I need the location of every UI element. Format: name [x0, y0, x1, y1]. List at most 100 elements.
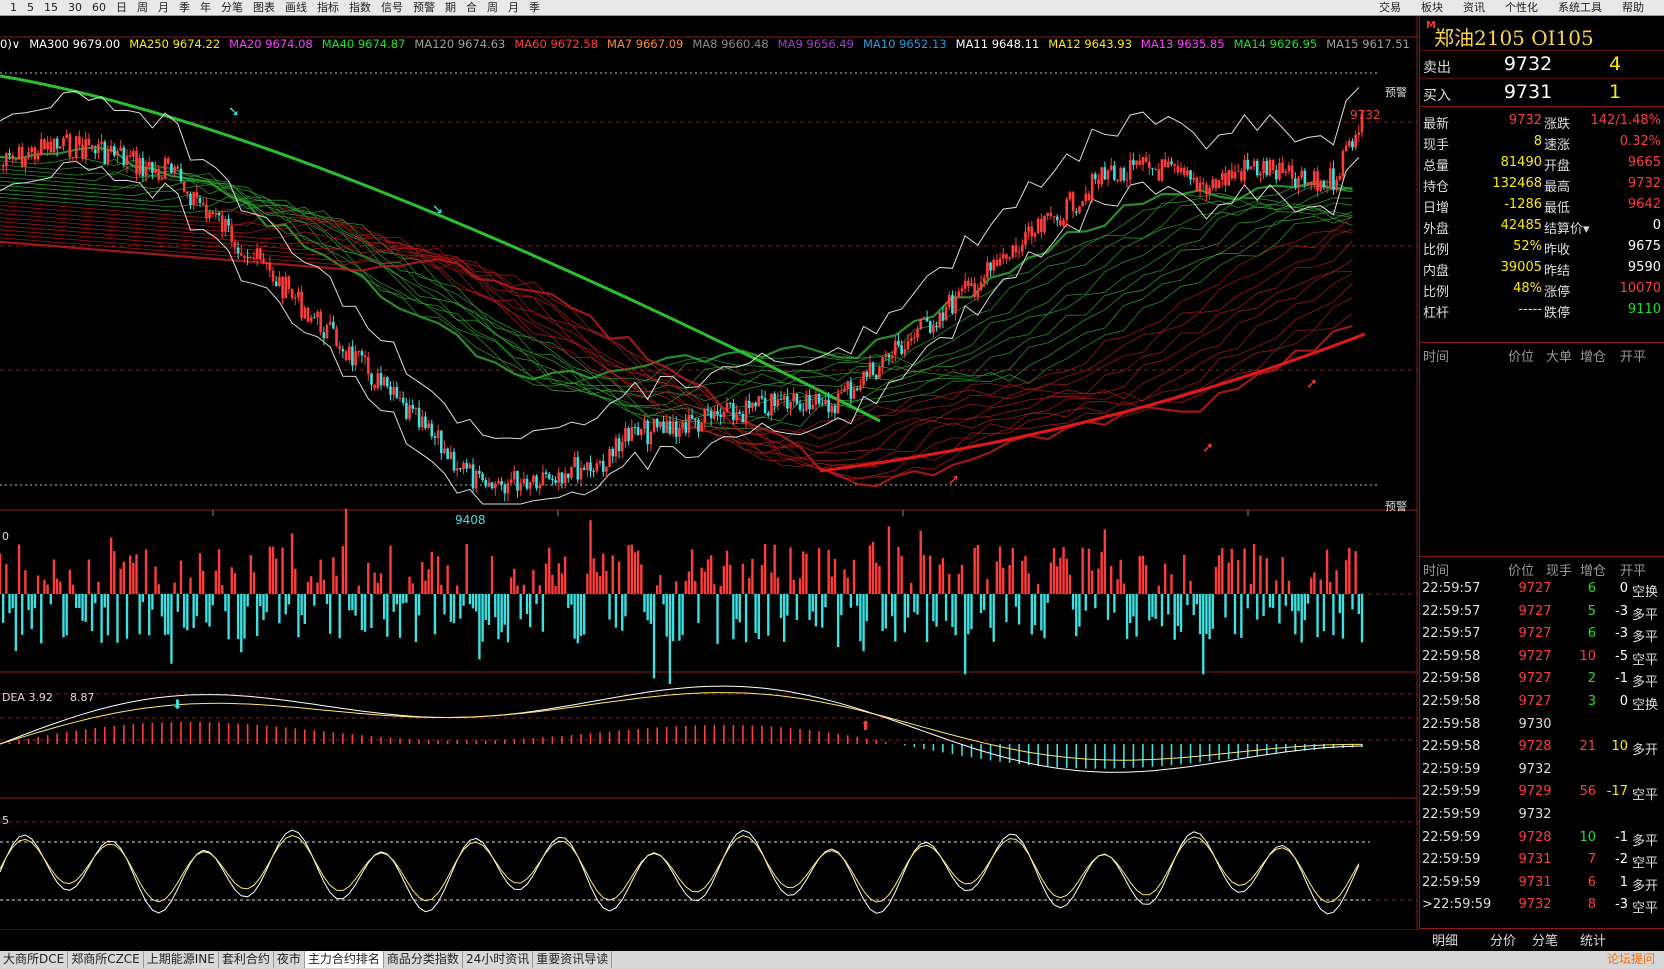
candle-body	[608, 448, 611, 467]
toolbar-item[interactable]: 指标	[317, 1, 339, 14]
candle-body	[925, 317, 929, 322]
trade-header-qty: 现手	[1546, 564, 1573, 579]
ma-line	[0, 197, 1353, 430]
trade-row[interactable]: 22:59:59 9729 56 -17 空平	[1420, 780, 1664, 804]
toolbar-item[interactable]: 日	[116, 1, 127, 14]
toolbar-item[interactable]: 1	[10, 1, 17, 14]
volume-bar	[1151, 594, 1154, 617]
candle-body	[1338, 176, 1342, 180]
bottom-tab[interactable]: 商品分类指数	[384, 951, 463, 968]
buy-row[interactable]: 买入 9731 1	[1420, 78, 1664, 106]
bottom-tab[interactable]: 重要资讯导读	[533, 951, 613, 968]
trade-qty: 5	[1587, 603, 1596, 619]
trade-row[interactable]: 22:59:59 9732	[1420, 803, 1664, 827]
volume-bar	[1075, 594, 1078, 637]
side-tab[interactable]: 分笔	[1532, 934, 1559, 949]
toolbar-item[interactable]: 图表	[253, 1, 275, 14]
trade-row[interactable]: 22:59:57 9727 6 0 空换	[1420, 577, 1664, 601]
candle-body	[738, 412, 742, 414]
toolbar-item[interactable]: 月	[508, 1, 519, 14]
candle-body	[313, 317, 316, 319]
trade-row[interactable]: 22:59:58 9727 2 -1 多平	[1420, 667, 1664, 691]
menu-item[interactable]: 系统工具	[1558, 1, 1602, 14]
candle-body	[1052, 215, 1056, 217]
trade-row[interactable]: 22:59:58 9730	[1420, 713, 1664, 737]
stat-value: 132468	[1492, 176, 1542, 191]
candle-body	[271, 270, 275, 282]
menu-item[interactable]: 板块	[1421, 1, 1443, 14]
candle-body	[684, 422, 688, 433]
bottom-tab[interactable]: 套利合约	[219, 951, 274, 968]
volume-bar	[52, 559, 56, 594]
toolbar-item[interactable]: 分笔	[221, 1, 243, 14]
bottom-tab[interactable]: 主力合约排名	[304, 951, 384, 968]
candle-body	[817, 393, 821, 404]
instrument-name[interactable]: 郑油2105 OI105	[1434, 26, 1594, 50]
bottom-tab[interactable]: 上期能源INE	[144, 951, 219, 968]
ma-line	[0, 201, 1353, 436]
volume-bar	[325, 594, 329, 605]
forum-link[interactable]: 论坛提问	[1606, 952, 1655, 966]
candle-body	[398, 397, 402, 399]
trade-row[interactable]: 22:59:58 9727 10 -5 空平	[1420, 645, 1664, 669]
toolbar-item[interactable]: 预警	[413, 1, 435, 14]
trade-qty: 6	[1587, 626, 1596, 642]
toolbar-item[interactable]: 30	[68, 1, 82, 14]
toolbar-item[interactable]: 月	[158, 1, 169, 14]
toolbar-item[interactable]: 年	[200, 1, 211, 14]
menu-item[interactable]: 帮助	[1622, 1, 1644, 14]
candle-body	[1306, 182, 1310, 184]
toolbar-item[interactable]: 5	[27, 1, 34, 14]
trade-row[interactable]: 22:59:59 9728 10 -1 多平	[1420, 826, 1664, 850]
bottom-tab[interactable]: 郑商所CZCE	[68, 951, 144, 968]
trade-row[interactable]: 22:59:59 9731 7 -2 空平	[1420, 848, 1664, 872]
bottom-tab[interactable]: 24小时资讯	[463, 951, 534, 968]
toolbar-item[interactable]: 季	[179, 1, 190, 14]
candle-body	[713, 411, 716, 419]
trade-oi: -1	[1615, 671, 1628, 687]
toolbar-item[interactable]: 信号	[381, 1, 403, 14]
menu-item[interactable]: 交易	[1379, 1, 1401, 14]
toolbar-item[interactable]: 周	[137, 1, 148, 14]
toolbar-item[interactable]: 60	[92, 1, 106, 14]
side-tab[interactable]: 明细	[1432, 934, 1459, 949]
toolbar-item[interactable]: 15	[44, 1, 58, 14]
toolbar-item[interactable]: 季	[529, 1, 540, 14]
trade-qty: 8	[1587, 897, 1596, 913]
bottom-tab[interactable]: 夜市	[274, 951, 305, 968]
side-tab[interactable]: 分价	[1490, 934, 1517, 949]
volume-bar	[421, 562, 424, 594]
menu-item[interactable]: 资讯	[1463, 1, 1485, 14]
candle-body	[1214, 179, 1218, 189]
candle-body	[1144, 157, 1148, 162]
toolbar-item[interactable]: 期	[445, 1, 456, 14]
trade-row[interactable]: 22:59:57 9727 6 -3 多平	[1420, 622, 1664, 646]
stat-value: 42485	[1500, 218, 1542, 233]
candle-body	[319, 311, 322, 333]
toolbar-item[interactable]: 画线	[285, 1, 307, 14]
volume-bar	[354, 594, 357, 616]
toolbar-item[interactable]: 周	[487, 1, 498, 14]
candle-body	[452, 451, 456, 471]
stat-row: 持仓 132468 最高 9732	[1420, 174, 1664, 196]
menu-item[interactable]: 个性化	[1505, 1, 1538, 14]
toolbar-item[interactable]: 合	[466, 1, 477, 14]
trade-row[interactable]: 22:59:59 9732	[1420, 758, 1664, 782]
volume-bar	[1198, 594, 1202, 635]
trade-row[interactable]: 22:59:58 9728 21 10 多开	[1420, 735, 1664, 759]
side-tab[interactable]: 统计	[1580, 934, 1607, 949]
volume-bar	[182, 594, 186, 628]
trade-row[interactable]: 22:59:57 9727 5 -3 多平	[1420, 600, 1664, 624]
candle-body	[93, 149, 97, 154]
candle-body	[1182, 167, 1186, 175]
volume-bar	[170, 594, 173, 664]
sell-row[interactable]: 卖出 9732 4	[1420, 50, 1664, 78]
bottom-tab[interactable]: 大商所DCE	[0, 951, 69, 968]
toolbar-item[interactable]: 指数	[349, 1, 371, 14]
volume-bar	[148, 594, 151, 636]
trade-row[interactable]: 22:59:58 9727 3 0 空换	[1420, 690, 1664, 714]
trade-row[interactable]: >22:59:59 9732 8 -3 空平	[1420, 893, 1664, 917]
trade-row[interactable]: 22:59:59 9731 6 1 多开	[1420, 871, 1664, 895]
